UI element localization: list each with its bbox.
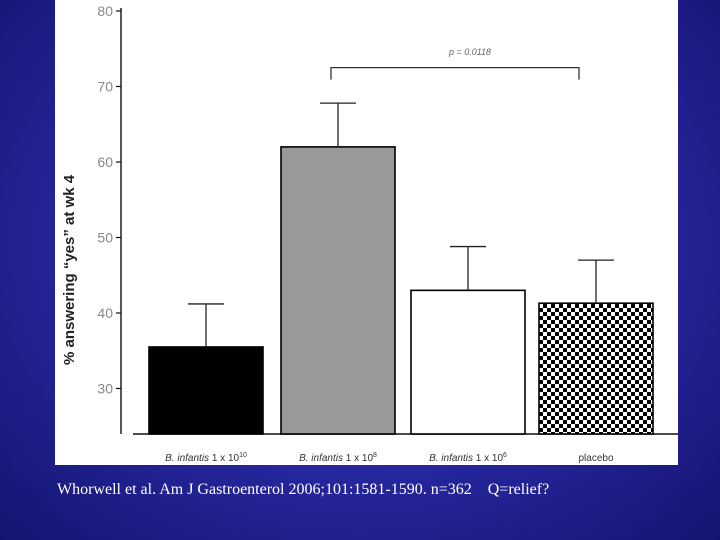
y-tick-label: 30 [97,381,113,397]
chart-panel: 30 40 50 60 70 80 B. infantis 1 x 1010 B. infa… [55,0,678,465]
bar-1 [148,346,264,435]
y-axis-title: % answering “yes” at wk 4 [61,174,78,365]
p-value-annotation: p = 0.0118 [448,47,491,57]
bar-2 [280,146,396,435]
category-label: B. infantis 1 x 108 [299,452,377,464]
y-tick-label: 50 [97,230,113,246]
category-label: B. infantis 1 x 106 [429,452,507,464]
significance-bracket [330,66,580,80]
bar-3 [410,289,526,435]
y-tick-label: 80 [97,3,113,19]
category-label: placebo [578,453,613,464]
y-tick-label: 40 [97,305,113,321]
y-tick-label: 60 [97,154,113,170]
bar-chart: 30 40 50 60 70 80 B. infantis 1 x 1010 B. infa… [61,3,678,464]
category-label: B. infantis 1 x 1010 [165,452,247,464]
y-tick-label: 70 [97,79,113,95]
citation-text: Whorwell et al. Am J Gastroenterol 2006;… [57,481,550,498]
bar-4 [538,302,654,435]
